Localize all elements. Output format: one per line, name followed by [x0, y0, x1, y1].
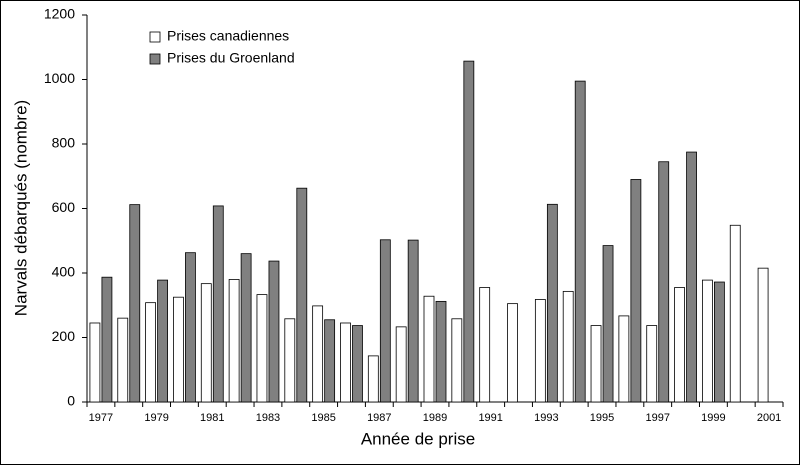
bar — [352, 325, 363, 403]
bar — [145, 302, 157, 403]
bar — [200, 283, 212, 403]
bar — [296, 187, 308, 403]
bar — [602, 245, 614, 403]
y-axis-title: Narvals débarqués (nombre) — [11, 100, 30, 316]
bar — [117, 317, 129, 403]
bar — [268, 260, 280, 403]
bar — [574, 80, 586, 403]
bar — [423, 295, 435, 403]
x-tick-label: 1989 — [423, 412, 447, 424]
x-tick-label: 1995 — [590, 412, 614, 424]
bar — [757, 267, 769, 403]
x-tick-label: 1999 — [701, 412, 725, 424]
bar — [674, 287, 685, 403]
x-tick-label: 1993 — [534, 412, 558, 424]
bar — [284, 318, 296, 403]
bar — [658, 161, 670, 403]
legend-swatch — [149, 31, 161, 43]
bar — [479, 287, 491, 403]
legend-label: Prises canadiennes — [167, 28, 289, 44]
bar — [463, 60, 475, 403]
bar — [101, 276, 113, 403]
bar — [340, 322, 351, 403]
x-axis-title: Année de prise — [361, 429, 475, 448]
bar — [702, 279, 713, 403]
bar — [562, 290, 574, 403]
bar — [618, 315, 630, 403]
bar — [185, 252, 196, 403]
x-tick-label: 1985 — [311, 412, 335, 424]
bar — [312, 305, 324, 403]
bar — [395, 326, 407, 403]
x-tick-label: 1983 — [256, 412, 280, 424]
bar — [173, 296, 184, 403]
bar — [630, 179, 642, 403]
x-tick-label: 1979 — [144, 412, 168, 424]
x-tick-label: 1987 — [367, 412, 391, 424]
bar — [507, 303, 518, 403]
x-tick-label: 1981 — [200, 412, 224, 424]
bar — [590, 325, 602, 403]
bar — [89, 322, 101, 403]
bar — [451, 318, 463, 403]
y-tick-label: 400 — [52, 264, 76, 280]
y-tick-label: 200 — [52, 328, 76, 344]
bar — [435, 300, 447, 403]
bar — [729, 224, 741, 403]
x-tick-label: 1977 — [89, 412, 113, 424]
bar — [129, 204, 141, 403]
bar — [212, 205, 224, 403]
legend-label: Prises du Groenland — [167, 50, 295, 66]
bar — [228, 279, 240, 403]
bar — [256, 294, 268, 403]
bar — [714, 281, 725, 403]
bar — [240, 253, 252, 403]
x-tick-label: 1991 — [478, 412, 502, 424]
bar — [646, 325, 658, 403]
legend-swatch — [149, 53, 161, 65]
bar — [546, 203, 558, 403]
y-tick-label: 800 — [52, 135, 76, 151]
bar — [534, 299, 546, 403]
y-tick-label: 1200 — [44, 6, 75, 22]
y-tick-label: 1000 — [44, 70, 75, 86]
y-tick-label: 600 — [52, 199, 76, 215]
bar — [157, 279, 169, 403]
x-tick-label: 2001 — [757, 412, 781, 424]
x-tick-label: 1997 — [645, 412, 669, 424]
bar — [379, 239, 391, 403]
bar — [324, 319, 336, 403]
bar — [686, 151, 697, 403]
bar — [367, 355, 379, 403]
bar — [407, 239, 419, 403]
y-tick-label: 0 — [67, 393, 75, 409]
